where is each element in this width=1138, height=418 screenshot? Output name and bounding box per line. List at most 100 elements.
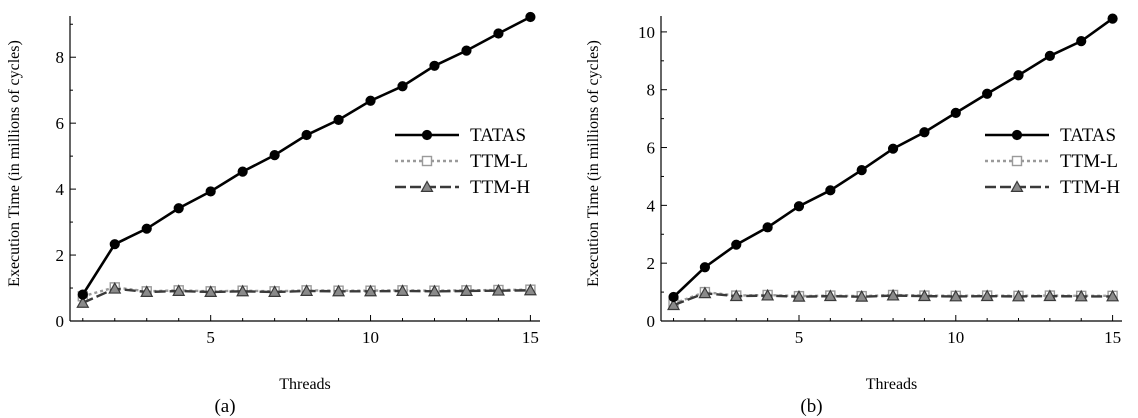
y-tick-label: 6 (647, 139, 656, 158)
data-point (825, 185, 836, 196)
y-tick-label: 6 (56, 114, 65, 133)
data-point (525, 11, 536, 23)
legend-label-ttm-l: TTM-L (1060, 151, 1118, 172)
x-tick-label: 10 (947, 328, 964, 347)
series-ttm-h (667, 286, 1120, 311)
data-point (792, 289, 806, 302)
data-point (459, 284, 473, 296)
legend-marker-ttm-l (421, 155, 433, 167)
data-point (364, 284, 378, 297)
data-point (76, 296, 90, 308)
legend-label-ttm-h: TTM-H (470, 177, 530, 198)
data-point (793, 201, 805, 212)
series-line (81, 15, 532, 296)
legend-label-ttm-h: TTM-H (1060, 177, 1120, 198)
data-point (140, 285, 154, 297)
x-tick-label: 10 (362, 328, 379, 347)
y-axis-label: Execution Time (in millions of cycles) (6, 40, 23, 287)
legend-marker-tatas (421, 129, 433, 141)
data-point (855, 289, 869, 302)
data-point (668, 291, 679, 303)
y-tick-label: 0 (56, 312, 65, 331)
data-point (729, 289, 743, 302)
series-tatas (77, 11, 536, 300)
y-tick-label: 8 (56, 48, 65, 67)
data-point (731, 239, 742, 250)
data-point (333, 114, 344, 125)
data-point (1106, 289, 1120, 302)
data-point (173, 203, 184, 214)
figure-caption: (a) (214, 396, 235, 417)
y-tick-label: 0 (647, 312, 656, 331)
data-point (491, 283, 505, 296)
data-point (523, 283, 537, 296)
data-point (141, 223, 152, 234)
data-point (667, 298, 681, 311)
data-point (919, 127, 930, 138)
data-point (269, 150, 280, 161)
series-ttm-h (76, 281, 537, 308)
legend: TATAS TTM-L TTM-H (395, 125, 530, 198)
data-point (698, 286, 712, 299)
x-tick-label: 5 (206, 328, 215, 347)
data-point (109, 239, 120, 250)
data-point (395, 284, 410, 296)
data-point (761, 288, 775, 301)
legend-label-tatas: TATAS (1060, 125, 1116, 146)
y-tick-label: 4 (647, 196, 656, 215)
legend: TATAS TTM-L TTM-H (985, 125, 1120, 198)
data-point (204, 285, 218, 297)
data-point (1107, 13, 1118, 24)
series-line (673, 292, 1113, 307)
data-point (301, 129, 312, 141)
x-axis-label: Threads (279, 376, 331, 393)
data-point (108, 281, 122, 294)
data-point (397, 81, 408, 92)
y-tick-label: 2 (647, 254, 656, 273)
data-point (886, 288, 900, 301)
data-point (172, 284, 186, 296)
legend-marker-ttm-h (1010, 180, 1024, 192)
data-point (982, 88, 993, 99)
data-point (237, 166, 248, 177)
series-tatas (668, 13, 1118, 303)
data-point (77, 289, 88, 300)
data-point (300, 284, 314, 296)
data-point (1043, 289, 1057, 302)
y-tick-label: 8 (647, 81, 656, 100)
data-point (429, 60, 440, 71)
data-point (365, 95, 376, 106)
data-point (949, 289, 963, 302)
data-point (1013, 70, 1024, 81)
legend-marker-tatas (1011, 129, 1023, 141)
data-point (1076, 36, 1087, 47)
data-point (236, 284, 250, 297)
data-point (980, 289, 994, 302)
data-point (856, 164, 867, 176)
data-point (493, 28, 504, 39)
y-tick-label: 10 (638, 23, 655, 42)
data-point (917, 289, 931, 302)
y-tick-label: 2 (56, 246, 65, 265)
data-point (887, 143, 899, 154)
x-tick-label: 15 (1104, 328, 1121, 347)
chart-panel-a: 5 10 15 0 2 4 6 8 Threads (a) Execution Time (in m… (6, 11, 540, 417)
data-point (427, 284, 442, 297)
x-axis-label: Threads (866, 376, 918, 393)
data-point (823, 289, 837, 302)
legend-marker-ttm-l (1011, 155, 1023, 167)
x-tick-label: 5 (795, 328, 804, 347)
data-point (762, 222, 773, 233)
series-line (672, 17, 1114, 298)
data-point (1044, 50, 1055, 61)
data-point (205, 186, 216, 197)
data-point (1074, 289, 1088, 302)
data-point (268, 285, 282, 297)
figure-caption: (b) (800, 396, 822, 417)
data-point (699, 262, 711, 273)
data-point (461, 45, 472, 56)
legend-label-ttm-l: TTM-L (470, 151, 528, 172)
legend-label-tatas: TATAS (470, 125, 526, 146)
x-tick-label: 15 (522, 328, 539, 347)
